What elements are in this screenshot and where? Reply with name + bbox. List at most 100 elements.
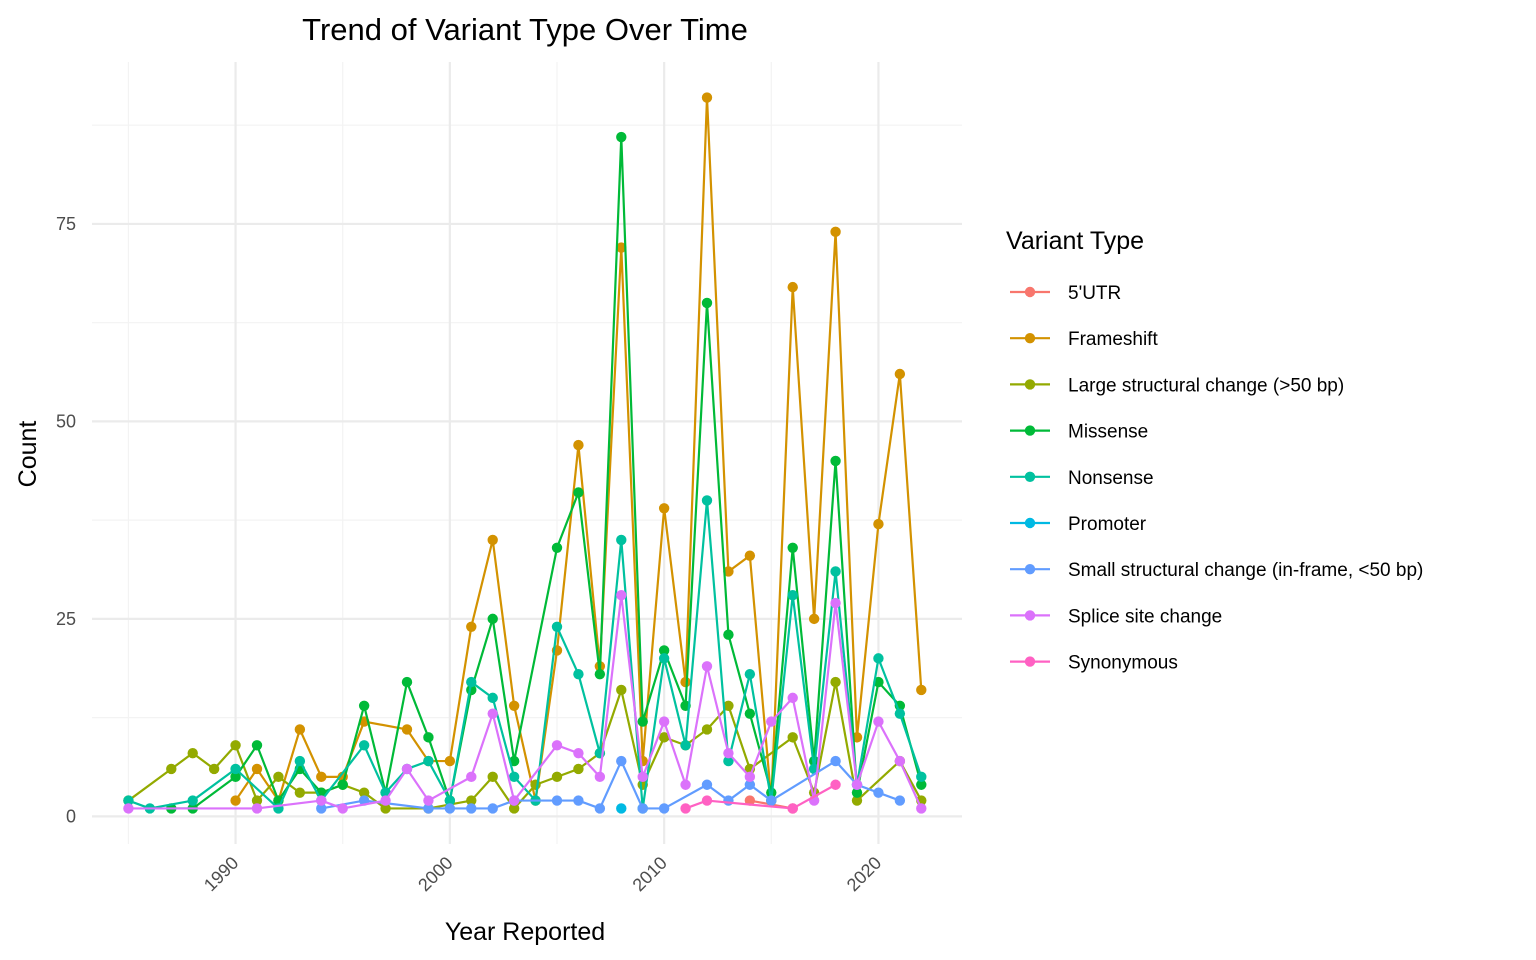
chart-title: Trend of Variant Type Over Time [302, 12, 748, 47]
data-point [487, 534, 498, 546]
data-point [680, 676, 691, 688]
data-point [787, 542, 798, 553]
data-point [851, 795, 863, 806]
legend-label: Frameshift [1068, 329, 1158, 350]
series-line [128, 499, 923, 810]
data-point [658, 803, 670, 814]
data-point [551, 771, 563, 783]
data-point [616, 534, 627, 546]
data-point [316, 803, 327, 814]
data-point [616, 755, 627, 767]
data-point [123, 795, 134, 806]
data-point [808, 613, 820, 625]
data-point [380, 795, 391, 806]
data-point [701, 724, 713, 735]
data-point [916, 803, 927, 814]
legend-item: Large structural change (>50 bp) [1010, 375, 1344, 396]
data-point [744, 708, 756, 719]
legend-key-point [1024, 379, 1036, 390]
data-point [616, 242, 627, 253]
data-point [701, 297, 713, 309]
data-point [423, 755, 434, 767]
data-point [487, 771, 498, 783]
data-point [723, 755, 734, 767]
data-point [444, 795, 456, 806]
legend-item: Splice site change [1010, 606, 1222, 627]
y-tick-label: 0 [66, 806, 76, 826]
data-point [680, 803, 691, 814]
data-point [294, 724, 306, 735]
data-point [551, 621, 563, 632]
data-point [123, 803, 134, 814]
legend-item: Promoter [1010, 514, 1147, 535]
data-point [573, 747, 584, 759]
data-point [466, 621, 477, 632]
legend-label: Large structural change (>50 bp) [1068, 375, 1344, 396]
x-tick-label: 2000 [414, 853, 456, 895]
data-point [380, 803, 391, 814]
data-point [723, 747, 734, 759]
legend-item: 5'UTR [1010, 283, 1121, 304]
data-point [787, 692, 798, 704]
data-point [787, 803, 798, 814]
data-point [487, 708, 498, 719]
y-axis-title: Count [14, 421, 42, 488]
data-point [701, 661, 713, 672]
data-point [701, 779, 713, 790]
legend-label: Promoter [1068, 514, 1147, 535]
data-point [530, 779, 541, 790]
data-point [508, 771, 520, 783]
data-point [616, 684, 627, 696]
data-point [787, 281, 798, 293]
data-point [208, 763, 220, 775]
legend-key-point [1024, 471, 1036, 482]
data-point [787, 589, 798, 601]
data-point [466, 803, 477, 814]
data-point [916, 779, 927, 790]
data-point [594, 803, 606, 814]
x-tick-label: 1990 [200, 853, 242, 895]
data-point [766, 716, 777, 727]
data-point [444, 803, 456, 814]
data-point [358, 700, 370, 711]
data-point [508, 700, 520, 711]
series-line [685, 783, 837, 810]
data-point [658, 653, 670, 664]
legend-label: Missense [1068, 422, 1148, 443]
data-point [358, 740, 370, 751]
data-point [894, 708, 906, 719]
data-point [744, 668, 756, 680]
data-point [316, 795, 327, 806]
data-point [830, 779, 841, 790]
legend-key-point [1024, 656, 1036, 667]
data-point [487, 692, 498, 704]
data-point [551, 740, 563, 751]
data-point [830, 226, 841, 238]
data-point [551, 795, 563, 806]
data-point [251, 795, 263, 806]
series-5 [616, 803, 627, 814]
legend-key-point [1024, 610, 1036, 621]
data-point [401, 763, 413, 775]
data-point [423, 732, 434, 743]
data-point [187, 795, 198, 806]
legend-label: Splice site change [1068, 606, 1222, 627]
series-line [128, 594, 923, 810]
data-point [830, 597, 841, 609]
data-point [230, 740, 241, 751]
data-point [723, 566, 734, 577]
data-point [701, 92, 713, 103]
data-point [637, 716, 648, 727]
y-tick-label: 75 [56, 214, 76, 234]
data-point [723, 700, 734, 711]
data-point [294, 755, 306, 767]
data-point [851, 787, 863, 798]
data-point [230, 771, 241, 783]
legend-key-point [1024, 425, 1036, 436]
data-point [894, 368, 906, 380]
data-point [744, 550, 756, 561]
data-point [573, 487, 584, 498]
data-point [658, 645, 670, 656]
data-point [873, 716, 884, 727]
